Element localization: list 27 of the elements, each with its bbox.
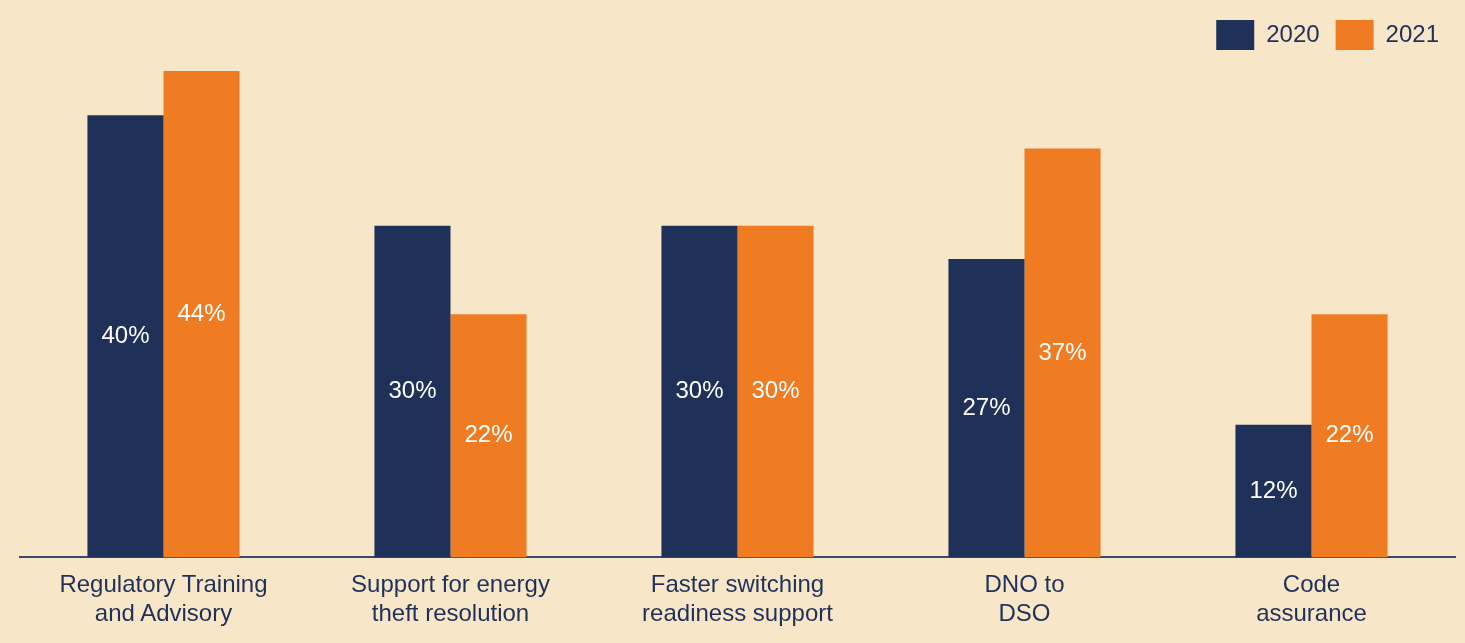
bar [1235,424,1312,558]
legend-label: 2020 [1266,19,1320,47]
legend-label: 2021 [1385,19,1439,47]
bar [948,258,1025,558]
bar [163,71,240,558]
data-label: 27% [962,392,1011,420]
data-label: 30% [751,376,800,404]
bar [450,314,527,558]
x-tick-label: Code assurance [1256,570,1367,627]
x-tick-label: Faster switching readiness support [642,570,834,627]
data-label: 22% [464,420,513,448]
bar [1311,314,1388,558]
data-label: 37% [1038,337,1087,365]
data-label: 30% [675,376,724,404]
data-label: 30% [388,376,437,404]
x-tick-label: DNO to DSO [984,570,1065,627]
data-label: 44% [177,298,226,326]
data-label: 40% [101,320,150,348]
x-tick-label: Regulatory Training and Advisory [59,570,268,627]
data-label: 12% [1249,475,1298,503]
x-tick-label: Support for energy theft resolution [351,570,550,627]
bar [87,115,164,558]
bar [661,225,738,558]
bar [737,225,814,558]
bar [374,225,451,558]
data-label: 22% [1325,420,1374,448]
bar [1024,148,1101,558]
